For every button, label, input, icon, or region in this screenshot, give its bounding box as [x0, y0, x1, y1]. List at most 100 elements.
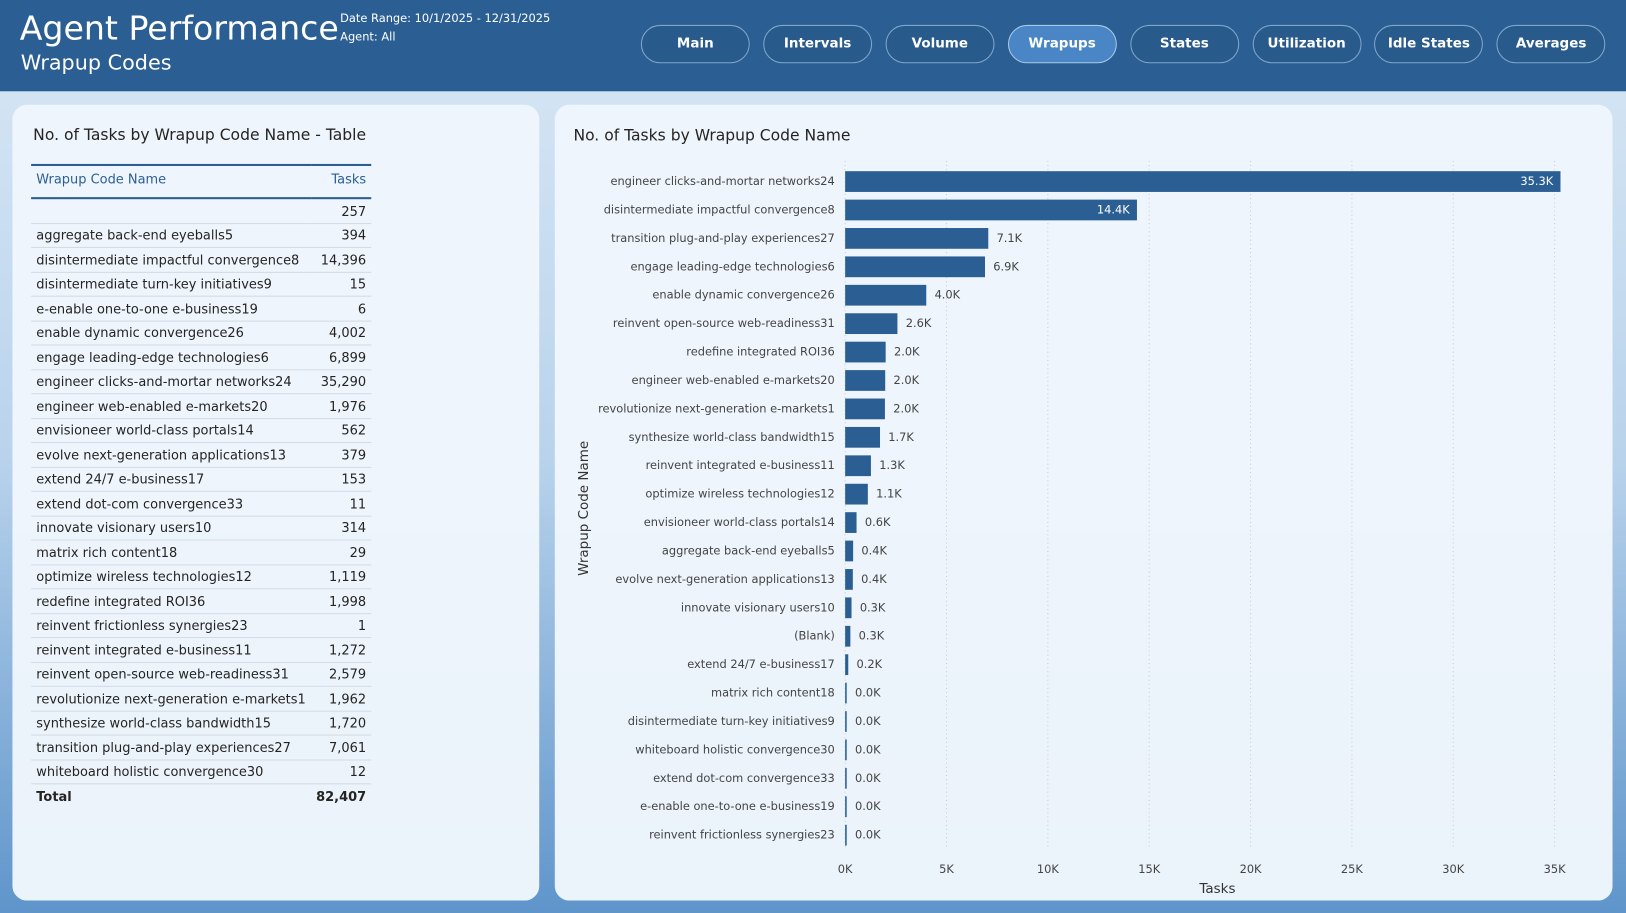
table-row: enable dynamic convergence26 4,002: [31, 320, 372, 346]
y-tick-label: reinvent frictionless synergies23: [649, 828, 835, 842]
cell-tasks: 1,962: [310, 686, 372, 712]
data-label: 7.1K: [997, 231, 1023, 245]
chart-title: No. of Tasks by Wrapup Code Name: [573, 126, 850, 144]
cell-name: disintermediate turn-key initiatives9: [31, 271, 311, 297]
cell-tasks: 257: [310, 198, 372, 224]
cell-name: engineer clicks-and-mortar networks24: [31, 369, 311, 395]
bar[interactable]: [845, 796, 847, 818]
y-tick-label: disintermediate impactful convergence8: [604, 202, 835, 216]
bar[interactable]: [845, 569, 853, 590]
nav-button[interactable]: Main: [640, 24, 750, 64]
y-tick-label: engage leading-edge technologies6: [630, 259, 834, 273]
bar[interactable]: [845, 767, 847, 789]
bar[interactable]: [845, 228, 989, 249]
column-header[interactable]: Tasks: [310, 163, 372, 200]
nav-button[interactable]: Idle States: [1374, 24, 1484, 64]
y-tick-label: disintermediate turn-key initiatives9: [628, 714, 835, 728]
cell-tasks: 15: [310, 271, 372, 297]
data-label: 0.0K: [855, 686, 881, 700]
bar[interactable]: [845, 654, 849, 676]
nav-button[interactable]: States: [1129, 24, 1239, 64]
cell-tasks: 1: [310, 613, 372, 639]
bar[interactable]: [845, 313, 898, 335]
bar[interactable]: [845, 199, 1137, 221]
table-row: 257: [31, 198, 372, 224]
chart-panel: No. of Tasks by Wrapup Code Name Wrapup …: [554, 104, 1613, 901]
column-header[interactable]: Wrapup Code Name: [31, 163, 311, 200]
nav-button[interactable]: Volume: [885, 24, 995, 64]
table-row: aggregate back-end eyeballs5 394: [31, 223, 372, 248]
data-label: 0.2K: [857, 657, 883, 671]
y-tick-label: revolutionize next-generation e-markets1: [598, 401, 835, 415]
nav-button[interactable]: Averages: [1496, 24, 1606, 64]
bar[interactable]: [845, 370, 886, 391]
table-row: reinvent integrated e-business11 1,272: [31, 637, 372, 663]
table-row: transition plug-and-play experiences27 7,…: [31, 735, 372, 760]
bar[interactable]: [845, 256, 985, 278]
bar[interactable]: [845, 341, 886, 363]
bar[interactable]: [845, 171, 1561, 192]
bar[interactable]: [845, 597, 852, 619]
data-label: 1.7K: [888, 430, 914, 444]
data-label: 0.0K: [855, 742, 881, 756]
cell-name: matrix rich content18: [31, 540, 311, 565]
table-row: envisioneer world-class portals14 562: [31, 418, 372, 444]
table-row: reinvent frictionless synergies23 1: [31, 613, 372, 639]
bar[interactable]: [845, 711, 847, 732]
cell-tasks: 11: [310, 491, 372, 517]
cell-name: extend dot-com convergence33: [31, 491, 311, 517]
total-value: 82,407: [316, 788, 367, 804]
x-tick-label: 30K: [1442, 862, 1464, 876]
cell-name: transition plug-and-play experiences27: [31, 735, 311, 760]
table-row: engage leading-edge technologies6 6,899: [31, 344, 372, 370]
table-row: extend dot-com convergence33 11: [31, 491, 372, 517]
nav-button[interactable]: Wrapups: [1007, 24, 1117, 64]
bar[interactable]: [845, 483, 868, 505]
y-tick-label: innovate visionary users10: [681, 600, 835, 614]
y-axis-title: Wrapup Code Name: [576, 441, 592, 576]
x-axis-title: Tasks: [1198, 881, 1235, 897]
cell-name: reinvent open-source web-readiness31: [31, 661, 311, 687]
table-row: engineer clicks-and-mortar networks24 35,…: [31, 369, 372, 395]
data-label: 0.6K: [865, 515, 891, 529]
cell-name: e-enable one-to-one e-business19: [31, 296, 311, 322]
table-row: e-enable one-to-one e-business19 6: [31, 296, 372, 322]
data-label: 0.0K: [855, 799, 881, 813]
cell-tasks: 29: [310, 540, 372, 565]
data-label: 0.0K: [855, 714, 881, 728]
cell-name: reinvent frictionless synergies23: [31, 613, 311, 639]
bar[interactable]: [845, 625, 851, 647]
cell-name: extend 24/7 e-business17: [31, 466, 311, 492]
cell-name: disintermediate impactful convergence8: [31, 247, 311, 273]
data-label: 35.3K: [1520, 174, 1553, 188]
y-tick-label: engineer clicks-and-mortar networks24: [610, 174, 834, 188]
y-tick-label: extend dot-com convergence33: [653, 771, 835, 785]
bar[interactable]: [845, 824, 847, 846]
cell-tasks: 379: [310, 442, 372, 468]
bar[interactable]: [845, 455, 871, 477]
bar[interactable]: [845, 512, 857, 533]
bar[interactable]: [845, 739, 847, 761]
cell-tasks: 1,998: [310, 588, 372, 614]
bar[interactable]: [845, 426, 881, 448]
nav-button[interactable]: Intervals: [763, 24, 873, 64]
data-label: 14.4K: [1097, 202, 1130, 216]
table-row: synthesize world-class bandwidth15 1,720: [31, 710, 372, 736]
cell-name: innovate visionary users10: [31, 515, 311, 541]
page-subtitle: Wrapup Codes: [20, 49, 172, 75]
cell-tasks: 6,899: [310, 344, 372, 370]
bar[interactable]: [845, 398, 885, 420]
bar[interactable]: [845, 540, 854, 562]
y-tick-label: extend 24/7 e-business17: [687, 657, 835, 671]
data-label: 6.9K: [993, 259, 1019, 273]
table-row: matrix rich content18 29: [31, 540, 372, 565]
x-tick-label: 10K: [1037, 862, 1059, 876]
page-title: Agent Performance: [19, 8, 339, 48]
y-tick-label: envisioneer world-class portals14: [644, 515, 835, 529]
y-tick-label: engineer web-enabled e-markets20: [632, 373, 835, 387]
bar[interactable]: [845, 682, 847, 704]
table: Wrapup Code Name Tasks 257 aggregate back…: [31, 163, 372, 808]
bar[interactable]: [845, 284, 927, 306]
table-row: evolve next-generation applications13 379: [31, 442, 372, 468]
nav-button[interactable]: Utilization: [1252, 24, 1362, 64]
